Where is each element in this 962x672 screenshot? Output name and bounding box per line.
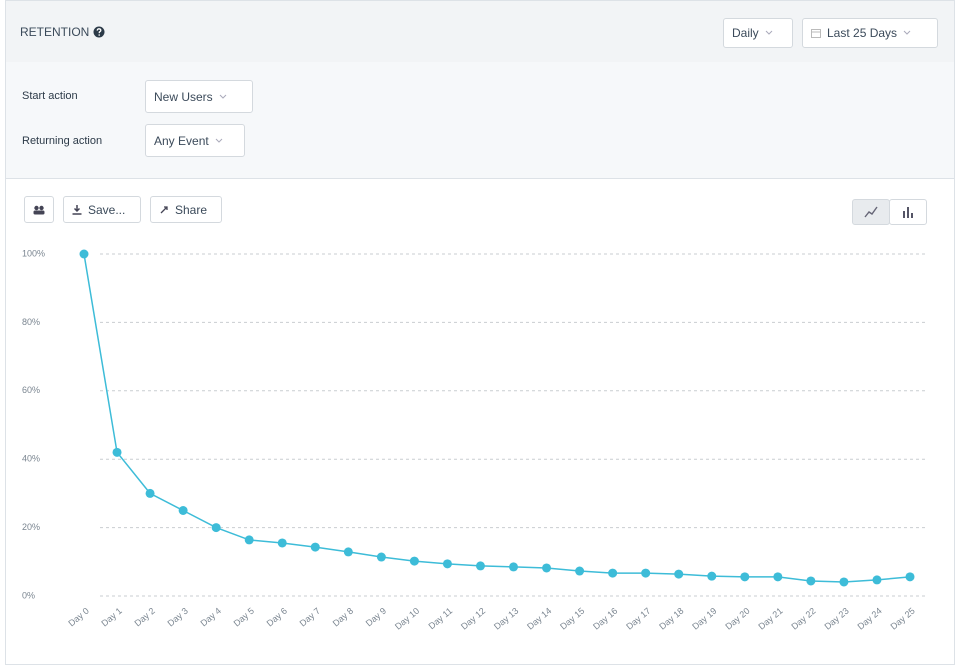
- x-tick-label: Day 19: [690, 606, 718, 632]
- point: [608, 568, 618, 578]
- x-tick-label: Day 1: [99, 606, 123, 629]
- x-tick-label: Day 6: [265, 606, 289, 629]
- bar-view-button[interactable]: [889, 199, 927, 225]
- x-tick-label: Day 18: [657, 606, 685, 632]
- save-text: Save...: [88, 202, 126, 217]
- range-value: Last 25 Days: [827, 26, 898, 40]
- start-value: New Users: [154, 89, 213, 104]
- return-label: Returning action: [22, 135, 103, 147]
- x-tick-label: Day 3: [165, 606, 189, 629]
- share-button[interactable]: Share: [150, 196, 222, 223]
- point: [740, 572, 750, 582]
- help-icon[interactable]: [93, 26, 105, 38]
- point: [376, 552, 386, 562]
- x-tick-label: Day 22: [789, 606, 817, 632]
- x-tick-label: Day 4: [199, 606, 223, 629]
- x-tick-label: Day 12: [459, 606, 487, 632]
- card: [5, 0, 955, 665]
- x-tick-label: Day 16: [591, 606, 619, 632]
- return-dropdown[interactable]: Any Event: [145, 124, 245, 157]
- return-value: Any Event: [154, 133, 209, 148]
- point: [310, 542, 320, 552]
- point: [773, 572, 783, 582]
- point: [905, 572, 915, 582]
- point: [277, 538, 287, 548]
- range-dropdown[interactable]: Last 25 Days: [802, 18, 938, 48]
- people-button[interactable]: [24, 196, 54, 223]
- x-tick-label: Day 9: [364, 606, 388, 629]
- x-tick-label: Day 15: [558, 606, 586, 632]
- x-tick-label: Day 5: [232, 606, 256, 629]
- x-tick-label: Day 17: [624, 606, 652, 632]
- start-label: Start action: [22, 90, 78, 102]
- caret: [765, 30, 773, 35]
- point: [806, 576, 816, 586]
- y-tick-label: 40%: [22, 454, 40, 464]
- point: [707, 571, 717, 581]
- x-tick-label: Day 10: [393, 606, 421, 632]
- x-tick-label: Day 23: [822, 606, 850, 632]
- calendar-icon: [811, 29, 821, 38]
- line-icon: [864, 206, 878, 218]
- bar-icon: [903, 207, 913, 218]
- x-tick-label: Day 21: [756, 606, 784, 632]
- interval-dropdown[interactable]: Daily: [723, 18, 793, 48]
- point: [178, 506, 188, 515]
- people-icon: [33, 205, 45, 214]
- point: [112, 447, 122, 457]
- x-tick-label: Day 7: [298, 606, 322, 629]
- download-icon: [72, 204, 82, 215]
- share-text: Share: [175, 202, 208, 217]
- point: [409, 556, 419, 566]
- caret: [903, 30, 911, 35]
- title-row: RETENTION: [20, 25, 105, 39]
- interval-value: Daily: [732, 26, 759, 40]
- save-button[interactable]: Save...: [63, 196, 141, 223]
- x-tick-label: Day 13: [492, 606, 520, 632]
- x-tick-label: Day 8: [331, 606, 355, 629]
- x-tick-label: Day 14: [525, 606, 553, 632]
- line: [83, 253, 911, 583]
- y-tick-label: 0%: [22, 590, 35, 600]
- y-tick-label: 100%: [22, 248, 45, 258]
- point: [442, 559, 452, 569]
- x-tick-label: Day 20: [723, 606, 751, 632]
- link-icon: [160, 205, 168, 213]
- title: RETENTION: [20, 25, 90, 39]
- y-tick-label: 80%: [22, 317, 40, 327]
- point: [575, 566, 585, 576]
- y-tick-label: 60%: [22, 385, 40, 395]
- y-tick-label: 20%: [22, 522, 40, 532]
- point: [145, 488, 155, 498]
- point: [211, 523, 221, 533]
- point: [244, 535, 254, 545]
- x-tick-label: Day 24: [855, 606, 883, 632]
- point: [674, 569, 684, 579]
- x-tick-label: Day 25: [889, 606, 917, 632]
- line-view-button[interactable]: [852, 199, 890, 225]
- caret: [219, 94, 227, 99]
- point: [475, 561, 485, 571]
- point: [542, 563, 552, 573]
- x-tick-label: Day 0: [66, 606, 90, 629]
- point: [343, 547, 353, 557]
- caret: [215, 138, 223, 143]
- x-tick-label: Day 11: [426, 606, 454, 632]
- start-dropdown[interactable]: New Users: [145, 80, 253, 113]
- point: [509, 562, 519, 572]
- point: [79, 249, 89, 259]
- x-tick-label: Day 2: [132, 606, 156, 629]
- point: [872, 575, 882, 585]
- point: [641, 568, 651, 578]
- point: [839, 577, 849, 587]
